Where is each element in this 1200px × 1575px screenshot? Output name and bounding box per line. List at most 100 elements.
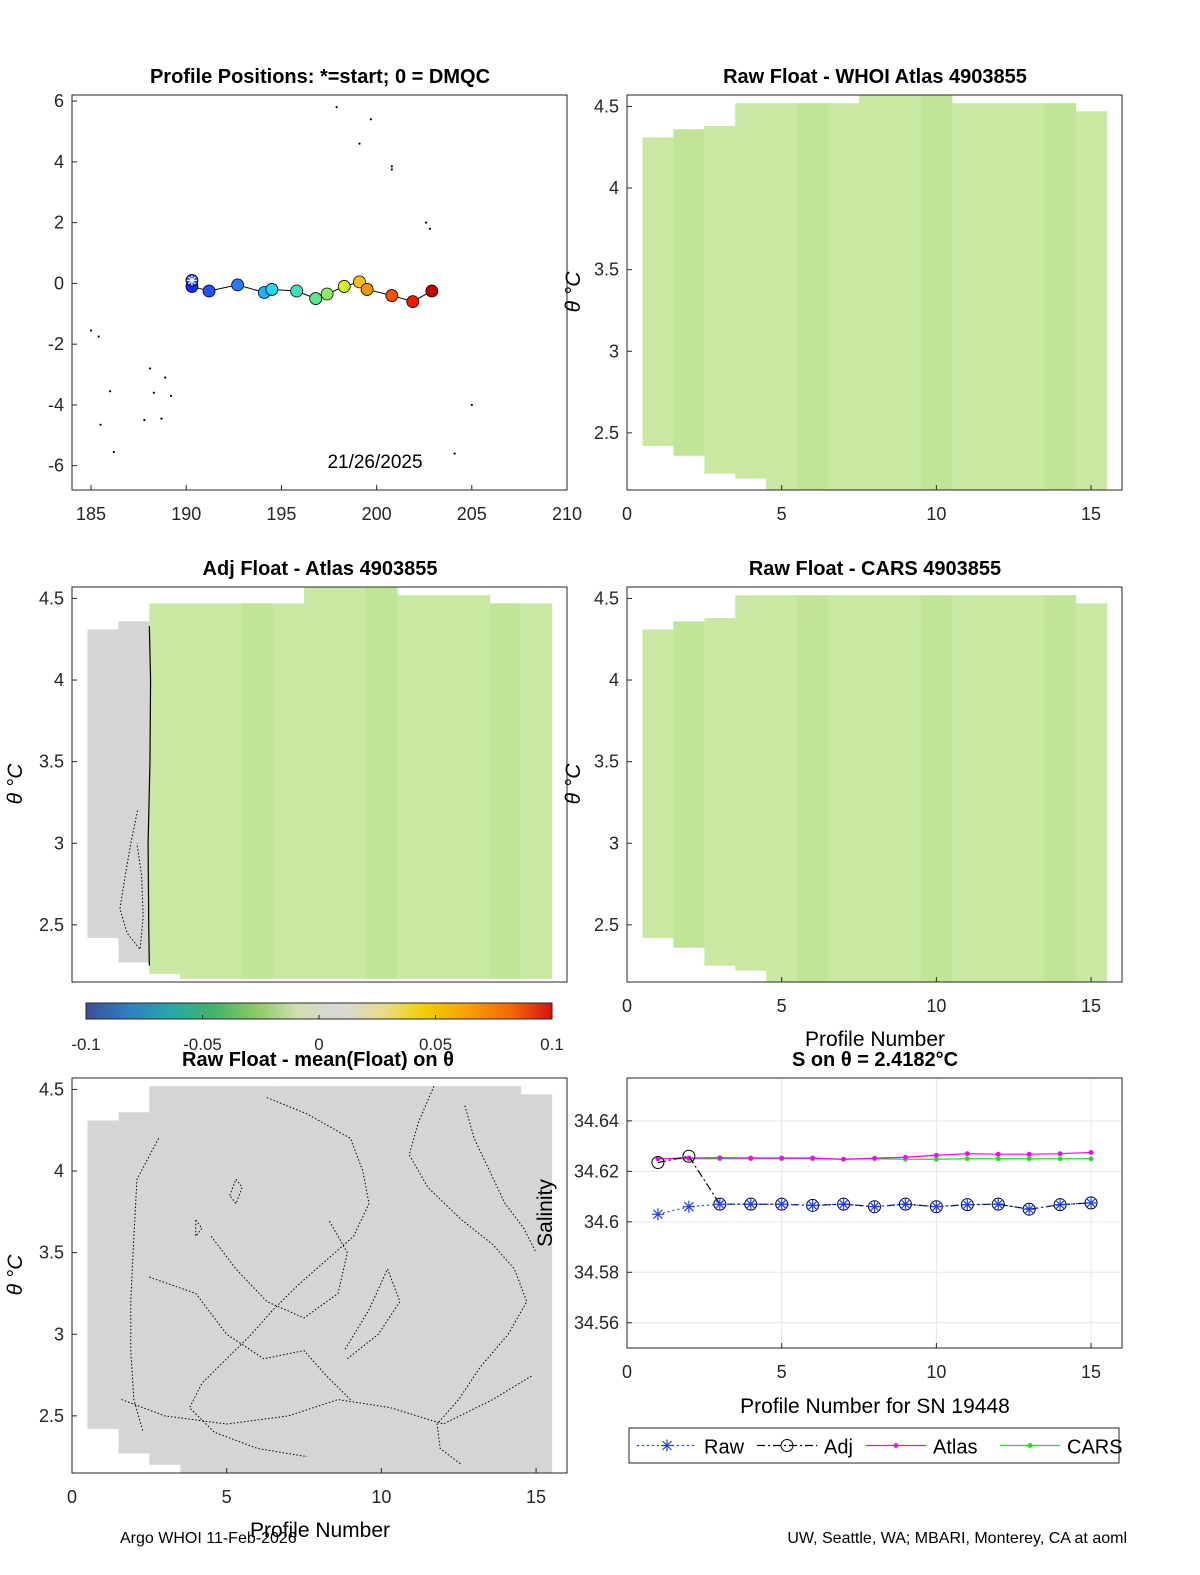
anomaly-contour <box>130 1138 160 1433</box>
profile-position-dot <box>309 292 323 305</box>
field-column <box>149 603 181 974</box>
raw-star-marker <box>682 1200 695 1213</box>
raw-cars-xlabel: Profile Number <box>805 1028 945 1051</box>
footer-right: UW, Seattle, WA; MBARI, Monterey, CA at … <box>787 1530 1127 1547</box>
series-dot-marker <box>841 1156 846 1162</box>
island-dot <box>425 221 428 224</box>
field-column <box>982 595 1015 982</box>
star-stroke <box>807 1200 818 1211</box>
profile-position-dot <box>231 278 245 292</box>
field-column <box>334 587 367 979</box>
legend-label: CARS <box>1067 1437 1123 1459</box>
adj-atlas-panel: Adj Float - Atlas 4903855 4.5 4 3.5 3 2.5 θ … <box>4 558 568 1054</box>
field-column <box>211 603 243 979</box>
y-tick-label: 3.5 <box>39 1243 64 1263</box>
profile-position-dot <box>360 283 374 296</box>
x-tick-label: 0 <box>622 504 632 524</box>
star-stroke <box>714 1199 725 1210</box>
series-dot-marker <box>1026 1156 1032 1162</box>
field-column <box>1075 603 1108 982</box>
raw-star-marker <box>1023 1203 1036 1216</box>
field-column <box>673 621 705 948</box>
x-tick-label: 5 <box>777 1362 787 1382</box>
island-dot <box>108 390 112 393</box>
salinity-ylabel: Salinity <box>534 1179 557 1247</box>
profile-position-dot <box>385 289 399 302</box>
x-tick-label: 210 <box>552 504 582 524</box>
adj-circle-marker <box>682 1149 696 1163</box>
raw-star-marker <box>899 1198 912 1211</box>
field-column <box>859 595 891 982</box>
series-dot-marker <box>1057 1156 1063 1162</box>
anomaly-contour <box>149 1276 351 1400</box>
island-dot <box>470 403 473 407</box>
series-dot-marker <box>1027 1443 1033 1448</box>
field-column <box>673 129 705 456</box>
anomaly-contour <box>229 1178 243 1205</box>
y-tick-label: -2 <box>48 334 64 354</box>
raw-star-marker <box>930 1200 943 1213</box>
field-column <box>1013 595 1046 982</box>
field-column <box>396 1086 429 1473</box>
y-tick-label: 4.5 <box>39 1079 64 1099</box>
y-tick-label: 3.5 <box>39 752 64 772</box>
field-column <box>304 1086 336 1473</box>
island-dot <box>112 450 115 454</box>
field-column <box>242 603 274 979</box>
field-column <box>242 1086 274 1473</box>
x-tick-label: 190 <box>171 504 201 524</box>
x-tick-label: 10 <box>926 996 946 1016</box>
y-tick-label: 34.58 <box>574 1262 619 1282</box>
start-star-icon <box>186 275 197 286</box>
series-dot-marker <box>1026 1151 1032 1157</box>
x-tick-label: 15 <box>526 1487 546 1507</box>
field-column <box>211 1086 243 1473</box>
raw-star-marker <box>744 1198 757 1211</box>
x-tick-label: 0 <box>67 1487 77 1507</box>
field-column <box>642 137 675 446</box>
series-dot-marker <box>686 1155 692 1161</box>
star-stroke <box>662 1440 672 1451</box>
raw-mean-xlabel: Profile Number <box>250 1519 390 1542</box>
field-column <box>766 595 798 982</box>
salinity-xlabel: Profile Number for SN 19448 <box>740 1395 1010 1418</box>
x-tick-label: 15 <box>1081 504 1101 524</box>
y-tick-label: 4 <box>54 670 64 690</box>
field-column <box>180 603 212 979</box>
y-tick-label: 0 <box>54 273 64 293</box>
profile-position-dot <box>320 287 334 301</box>
raw-star-marker <box>837 1198 850 1211</box>
y-tick-label: 34.6 <box>584 1212 619 1232</box>
field-column <box>458 1086 491 1473</box>
island-dot <box>148 367 152 370</box>
y-tick-label: 34.56 <box>574 1313 619 1333</box>
star-stroke <box>931 1201 942 1212</box>
y-tick-label: 4 <box>54 1161 64 1181</box>
series-dot-marker <box>995 1156 1001 1162</box>
field-column <box>273 1086 305 1473</box>
profile-position-dot <box>406 295 420 309</box>
raw-star-marker <box>1054 1198 1067 1211</box>
island-dot <box>369 118 373 121</box>
series-dot-marker <box>872 1155 877 1161</box>
field-column <box>427 1086 460 1473</box>
series-dot-marker <box>779 1155 785 1161</box>
x-tick-label: 0 <box>622 996 632 1016</box>
colorbar: -0.1 -0.05 0 0.05 0.1 <box>71 1002 564 1054</box>
raw-star-marker <box>651 1208 664 1221</box>
star-stroke <box>1024 1204 1035 1215</box>
field-column <box>1013 103 1046 490</box>
profile-position-dot <box>290 284 304 298</box>
raw-star-marker <box>806 1199 819 1212</box>
field-column <box>1075 111 1108 490</box>
field-column <box>1044 595 1077 982</box>
y-tick-label: 2.5 <box>594 423 619 443</box>
y-tick-label: 3 <box>609 341 619 361</box>
colorbar-tick-label: 0.05 <box>419 1035 452 1054</box>
y-tick-label: 4 <box>54 152 64 172</box>
field-column <box>304 587 336 979</box>
y-tick-label: 3.5 <box>594 752 619 772</box>
series-dot-marker <box>810 1155 816 1161</box>
field-column <box>889 595 922 982</box>
